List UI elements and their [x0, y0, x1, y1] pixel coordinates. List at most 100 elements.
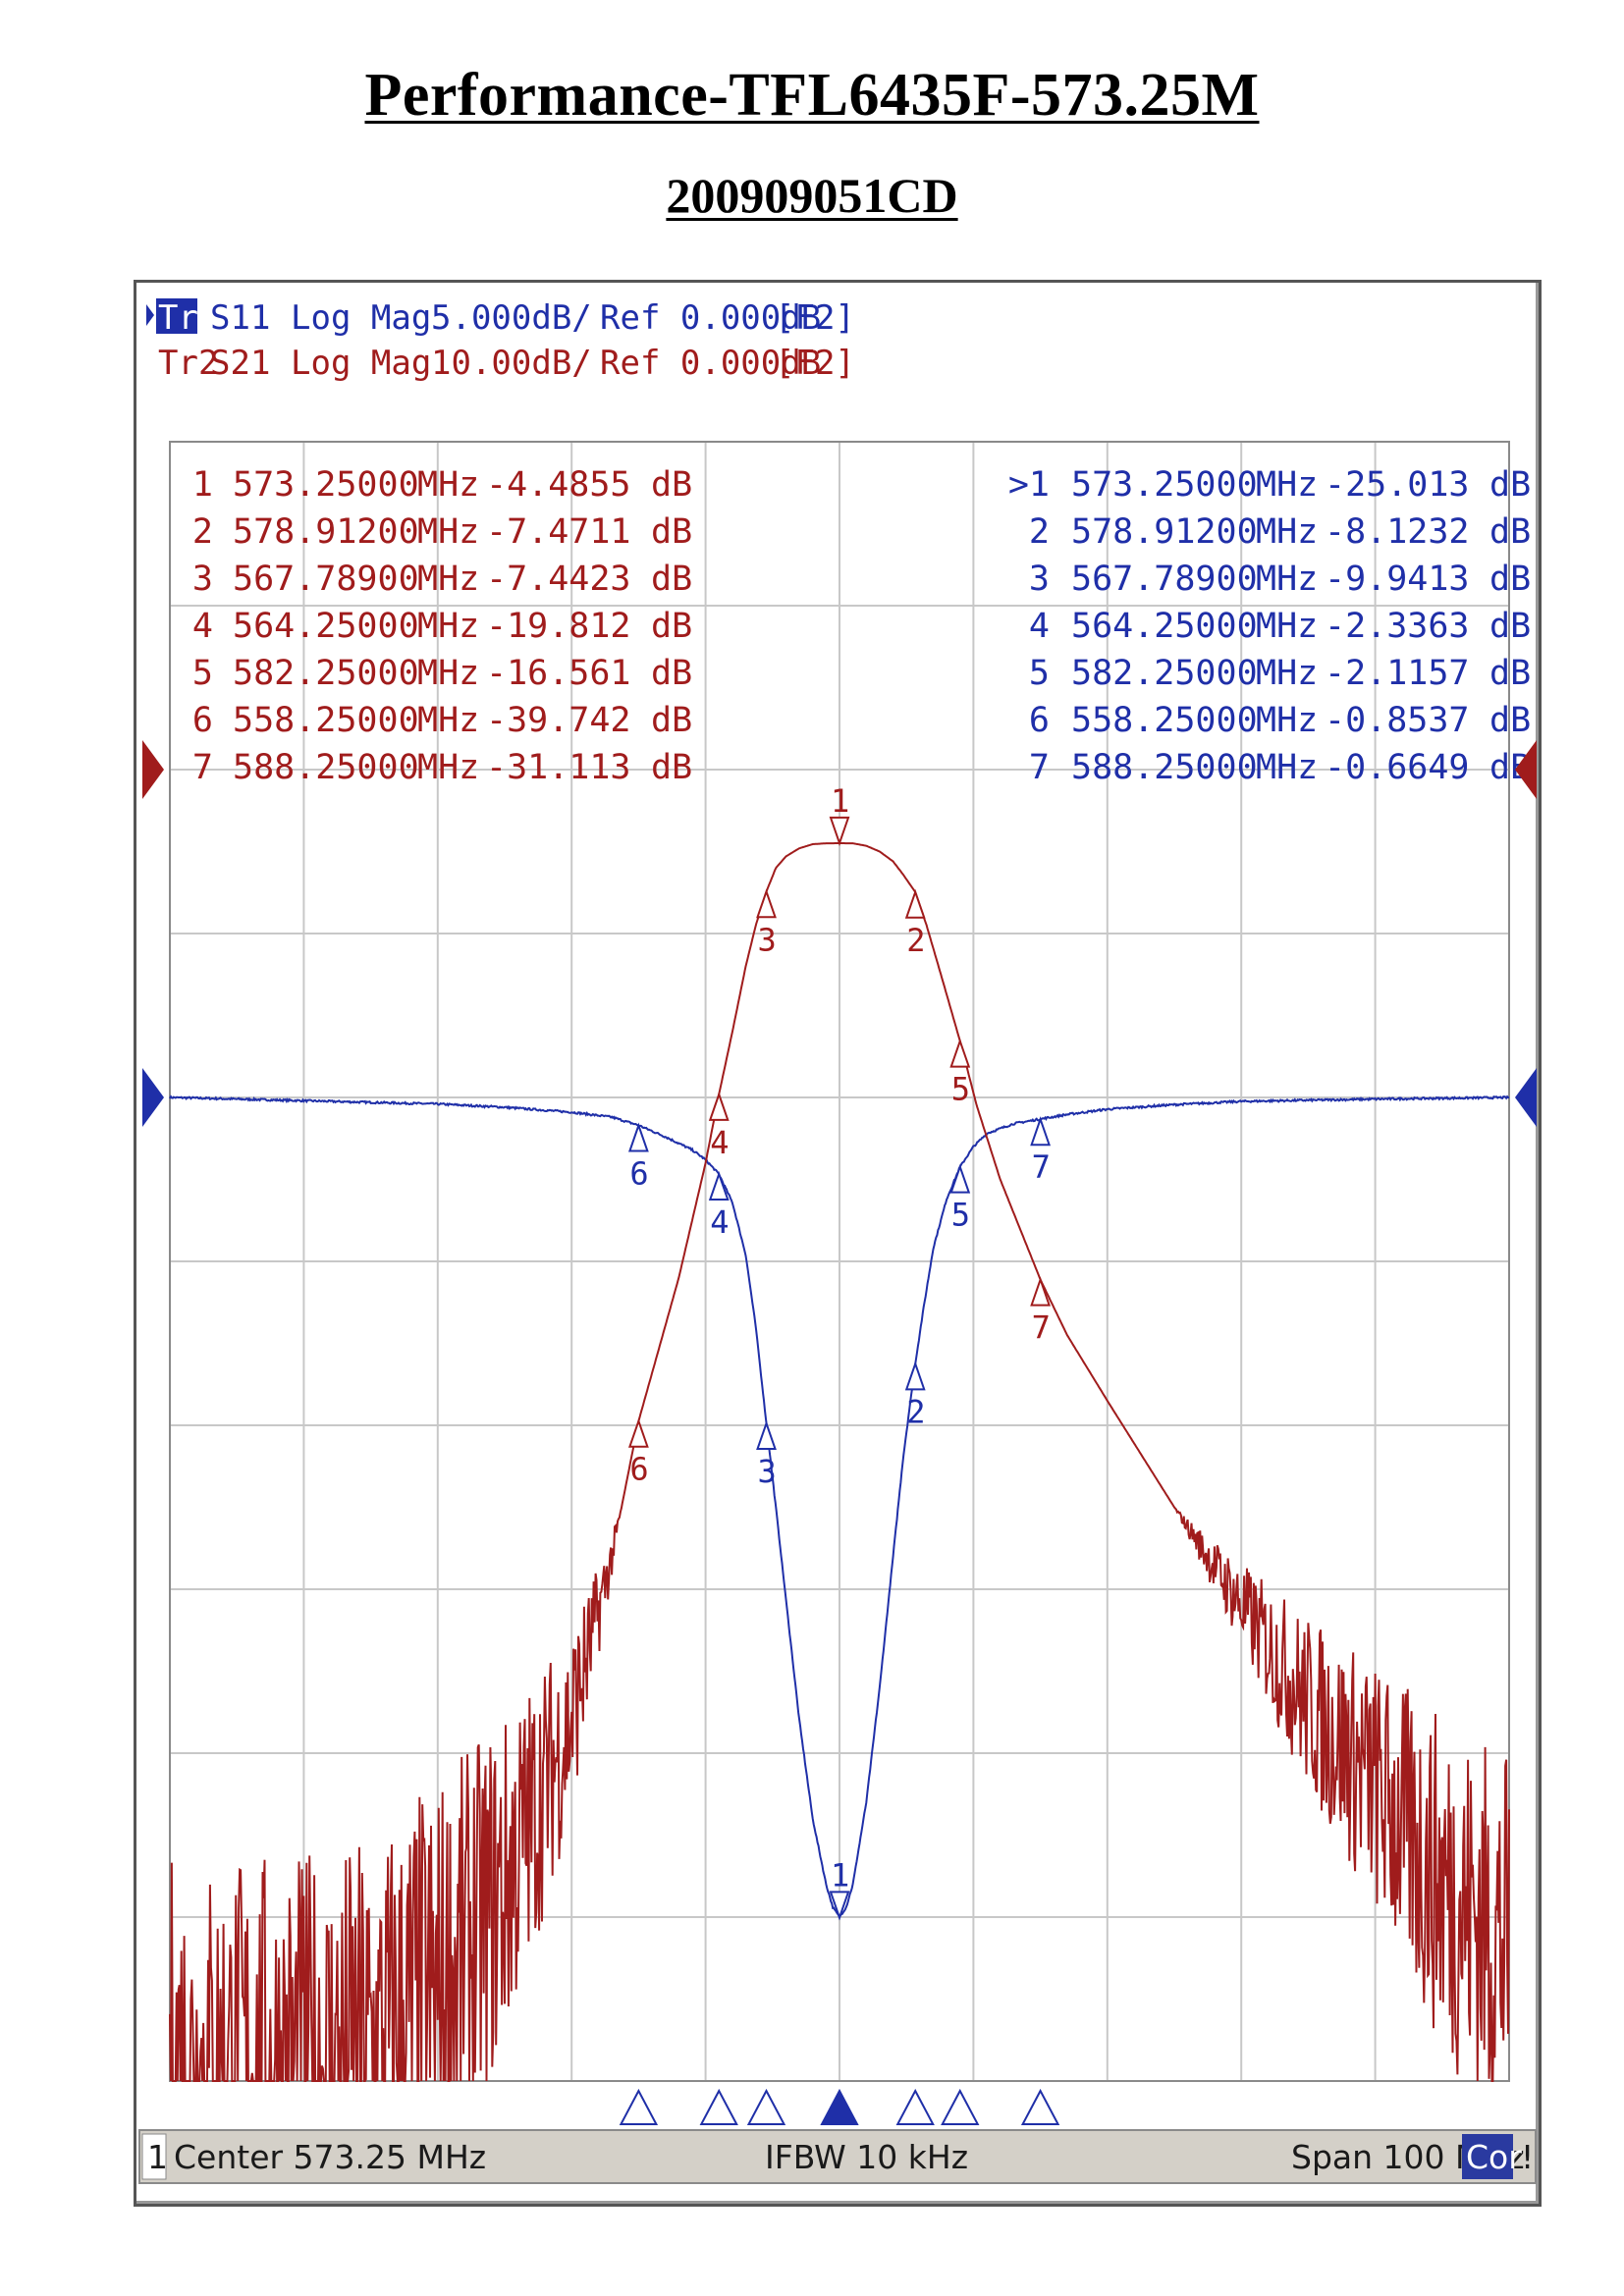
marker-number: 5 — [951, 1197, 970, 1234]
marker-n: 1 — [192, 465, 213, 505]
s21-marker-3[interactable]: 3 — [756, 888, 777, 958]
marker-position-icon[interactable] — [699, 2088, 738, 2125]
plot-grid — [170, 442, 1509, 2081]
channel-box[interactable] — [141, 2133, 167, 2180]
marker-db: dB — [1489, 654, 1531, 693]
marker-freq: 588.25000 — [233, 748, 419, 787]
s11-marker-7[interactable]: 7 — [1030, 1116, 1052, 1186]
marker-triangle-icon — [708, 1091, 730, 1121]
marker-db: dB — [651, 654, 692, 693]
marker-value: -7.4423 — [486, 560, 631, 599]
marker-number: 4 — [710, 1124, 729, 1161]
s21-marker-2[interactable]: 2 — [904, 888, 926, 959]
s21-ref-arrow-left-icon[interactable] — [142, 740, 164, 799]
s11-marker-3[interactable]: 3 — [756, 1419, 777, 1490]
marker-position-icon[interactable] — [895, 2088, 935, 2125]
marker-value: -39.742 — [486, 701, 631, 740]
marker-db: dB — [651, 465, 692, 505]
ifbw-setting[interactable]: IFBW 10 kHz — [765, 2138, 968, 2176]
document-title: Performance-TFL6435F-573.25M — [364, 62, 1260, 129]
marker-layer: 1 2 3 4 5 6 7 1 2 3 4 5 6 7 — [627, 782, 1052, 1921]
marker-triangle-icon — [829, 816, 850, 846]
plot-border — [169, 441, 1510, 2082]
marker-triangle-icon — [756, 888, 777, 919]
marker-triangle-icon — [949, 1163, 971, 1194]
marker-number: 5 — [951, 1071, 970, 1108]
marker-unit: MHz — [1256, 465, 1318, 505]
s11-marker-5[interactable]: 5 — [949, 1163, 971, 1234]
s21-marker-4[interactable]: 4 — [708, 1091, 730, 1161]
marker-db: dB — [1489, 701, 1531, 740]
marker-triangle-icon — [627, 1417, 649, 1448]
vna-display: Tr1 S11 Log Mag 5.000dB/ Ref 0.000dB [F2… — [134, 280, 1542, 2207]
marker-position-icon[interactable] — [746, 2088, 786, 2125]
marker-position-icon[interactable] — [820, 2088, 859, 2125]
marker-value: -4.4855 — [486, 465, 631, 505]
s21-marker-1[interactable]: 1 — [829, 782, 850, 846]
s21-ref-arrow-right-icon[interactable] — [1515, 740, 1537, 799]
marker-n: 3 — [192, 560, 213, 599]
marker-freq: 567.78900 — [233, 560, 419, 599]
s11-marker-6[interactable]: 6 — [627, 1122, 649, 1193]
center-frequency[interactable]: Center 573.25 MHz — [174, 2138, 486, 2176]
marker-number: 1 — [831, 782, 849, 820]
tr2-ref: Ref 0.000dB — [600, 344, 821, 383]
tr2-scale: 10.00dB/ — [431, 344, 592, 383]
tr1-format: Log Mag — [291, 298, 431, 338]
cor-badge[interactable] — [1462, 2134, 1513, 2179]
s11-marker-2[interactable]: 2 — [904, 1361, 926, 1430]
s21-marker-5[interactable]: 5 — [949, 1038, 971, 1108]
marker-triangle-icon — [1030, 1276, 1052, 1307]
marker-db: dB — [651, 560, 692, 599]
marker-position-icon[interactable] — [1020, 2088, 1060, 2125]
s11-ref-arrow-left-icon[interactable] — [142, 1068, 164, 1127]
marker-db: dB — [1489, 465, 1531, 505]
reference-arrows — [142, 740, 1537, 1127]
marker-triangle-icon — [904, 1361, 926, 1391]
marker-number: 7 — [1032, 1309, 1051, 1347]
tr2-label[interactable]: Tr2 — [158, 344, 218, 383]
s21-marker-6[interactable]: 6 — [627, 1417, 649, 1488]
alert-indicator[interactable]: ! — [1521, 2138, 1534, 2176]
marker-n: 6 — [192, 701, 213, 740]
marker-freq: 578.91200 — [233, 512, 419, 552]
marker-value: -9.9413 — [1325, 560, 1470, 599]
marker-freq: 564.25000 — [233, 607, 419, 646]
s21-marker-7[interactable]: 7 — [1030, 1276, 1052, 1347]
marker-value: -19.812 — [486, 607, 631, 646]
s11-marker-4[interactable]: 4 — [708, 1170, 730, 1241]
marker-db: dB — [651, 701, 692, 740]
marker-unit: MHz — [417, 701, 479, 740]
s11-marker-1[interactable]: 1 — [829, 1856, 850, 1921]
marker-position-icon[interactable] — [619, 2088, 659, 2125]
marker-triangle-icon — [627, 1122, 649, 1152]
marker-position-icon[interactable] — [941, 2088, 980, 2125]
marker-n: 7 — [1029, 748, 1050, 787]
marker-value: -8.1232 — [1325, 512, 1470, 552]
s11-ref-arrow-right-icon[interactable] — [1515, 1068, 1537, 1127]
document-subtitle: 200909051CD — [666, 168, 958, 223]
marker-freq: 578.91200 — [1071, 512, 1258, 552]
marker-unit: MHz — [1256, 512, 1318, 552]
marker-n: >1 — [1008, 465, 1050, 505]
marker-freq: 558.25000 — [233, 701, 419, 740]
marker-unit: MHz — [417, 465, 479, 505]
marker-unit: MHz — [1256, 701, 1318, 740]
marker-freq: 573.25000 — [233, 465, 419, 505]
marker-value: -0.6649 — [1325, 748, 1470, 787]
tr1-tag: [F2] — [775, 298, 855, 338]
marker-unit: MHz — [417, 560, 479, 599]
channel-number: 1 — [147, 2138, 168, 2176]
tr1-badge[interactable] — [156, 298, 197, 334]
marker-freq: 558.25000 — [1071, 701, 1258, 740]
tr2-format: Log Mag — [291, 344, 431, 383]
